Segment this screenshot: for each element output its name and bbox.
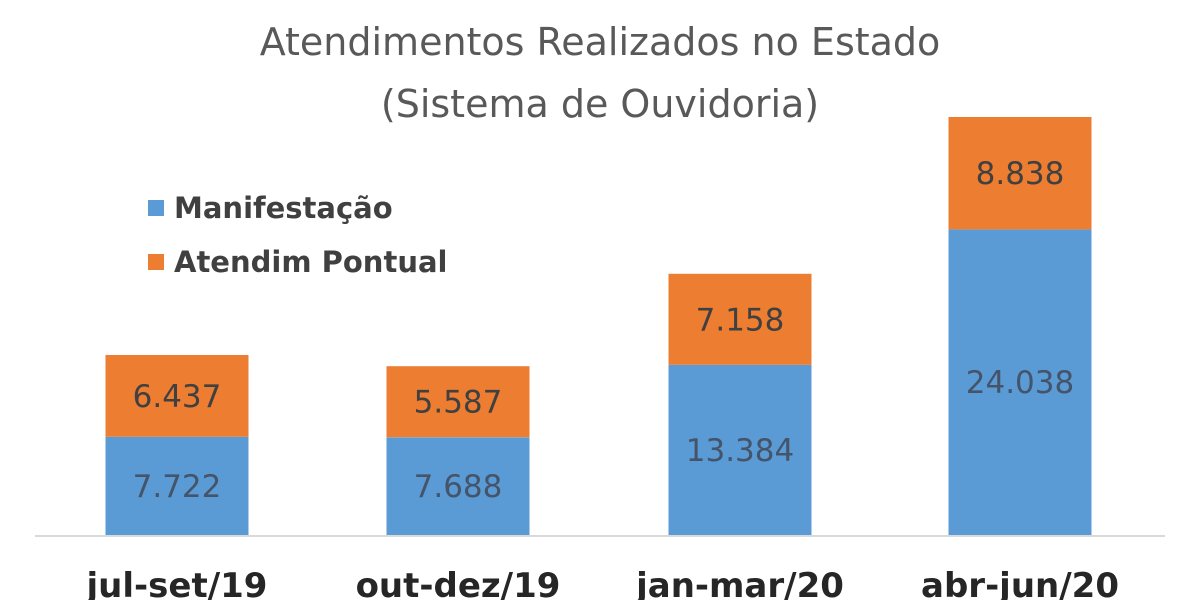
legend-label-atendim-pontual: Atendim Pontual bbox=[174, 245, 447, 279]
legend-swatch-manifestacao bbox=[148, 200, 164, 216]
data-label-manifestacao-jul-set-19: 7.722 bbox=[133, 469, 222, 505]
data-label-manifestacao-abr-jun-20: 24.038 bbox=[966, 365, 1074, 401]
bars-layer: 7.722 6.437 7.688 5.587 13.384 7.158 24.038 8.8… bbox=[105, 117, 1092, 535]
category-label-out-dez-19: out-dez/19 bbox=[356, 566, 561, 600]
bar-manifestacao-abr-jun-20 bbox=[948, 229, 1092, 535]
bar-manifestacao-jan-mar-20 bbox=[668, 364, 812, 535]
legend: Manifestação Atendim Pontual bbox=[148, 191, 447, 279]
data-label-atendim-pontual-jul-set-19: 6.437 bbox=[133, 379, 222, 415]
bar-atendim-pontual-jul-set-19 bbox=[105, 355, 249, 437]
legend-swatch-atendim-pontual bbox=[148, 254, 164, 270]
bar-manifestacao-jul-set-19 bbox=[105, 436, 249, 535]
data-label-atendim-pontual-abr-jun-20: 8.838 bbox=[976, 156, 1065, 192]
legend-label-manifestacao: Manifestação bbox=[174, 191, 393, 225]
data-label-manifestacao-out-dez-19: 7.688 bbox=[414, 469, 503, 505]
data-label-atendim-pontual-out-dez-19: 5.587 bbox=[414, 385, 503, 421]
data-label-atendim-pontual-jan-mar-20: 7.158 bbox=[696, 302, 785, 338]
category-label-jul-set-19: jul-set/19 bbox=[85, 566, 268, 600]
category-label-jan-mar-20: jan-mar/20 bbox=[634, 566, 844, 600]
data-label-manifestacao-jan-mar-20: 13.384 bbox=[686, 433, 794, 469]
bar-atendim-pontual-out-dez-19 bbox=[386, 366, 530, 438]
bar-manifestacao-out-dez-19 bbox=[386, 437, 530, 535]
bar-atendim-pontual-jan-mar-20 bbox=[668, 273, 812, 365]
category-labels: jul-set/19 out-dez/19 jan-mar/20 abr-jun/20 bbox=[85, 566, 1119, 600]
category-label-abr-jun-20: abr-jun/20 bbox=[921, 566, 1119, 600]
bar-atendim-pontual-abr-jun-20 bbox=[948, 117, 1092, 230]
chart-title: Atendimentos Realizados no Estado bbox=[260, 20, 941, 64]
chart-subtitle: (Sistema de Ouvidoria) bbox=[381, 82, 819, 126]
